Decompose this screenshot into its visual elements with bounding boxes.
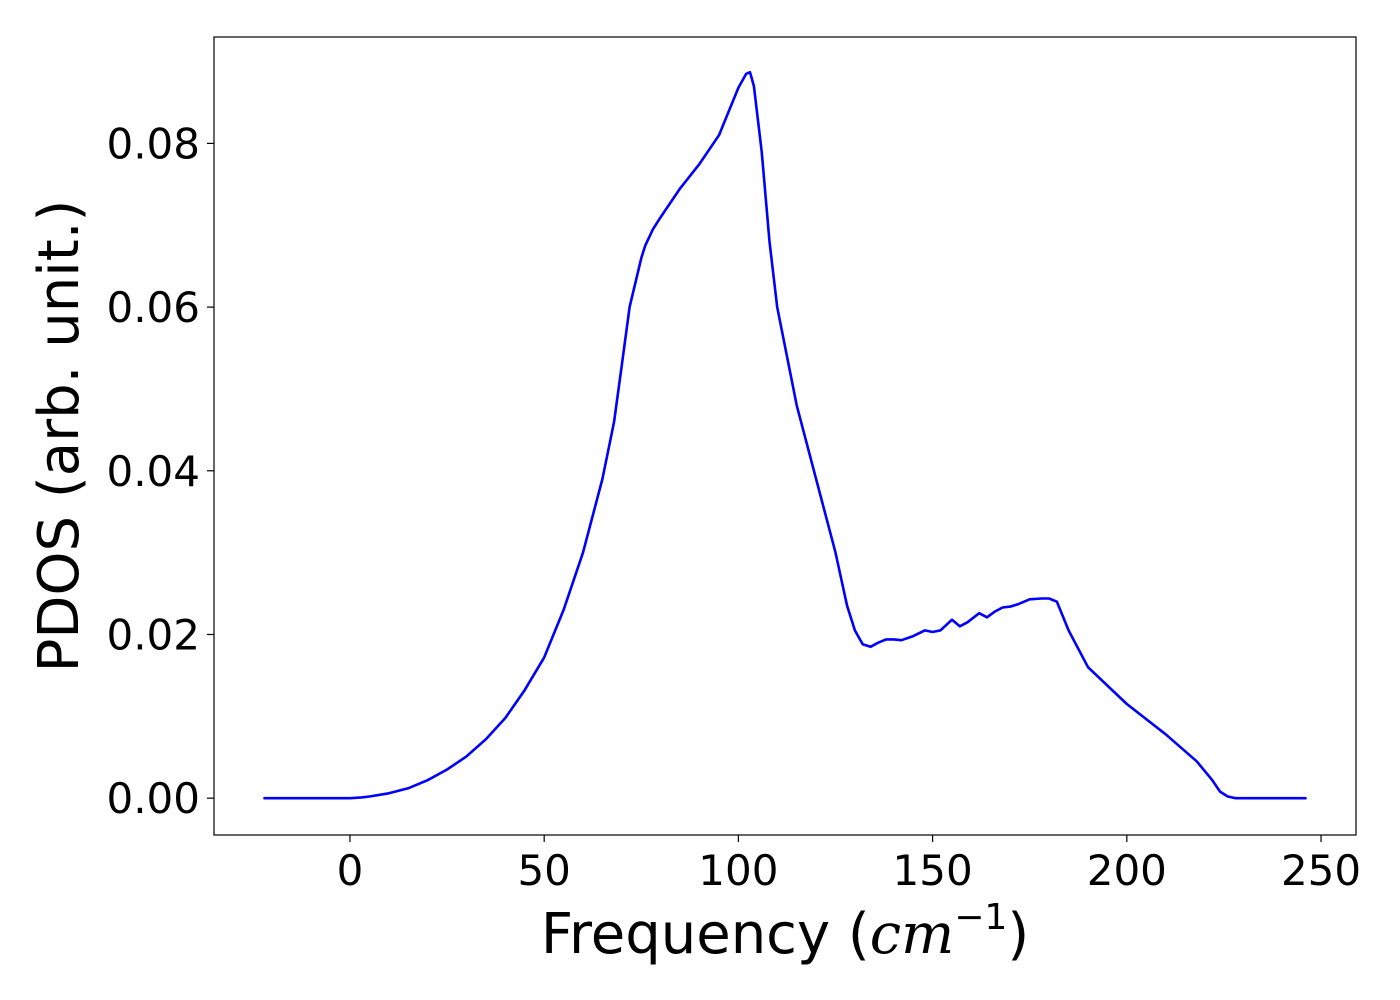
x-axis-label-prefix: Frequency ( [541, 902, 870, 967]
y-tick-label: 0.00 [106, 774, 200, 823]
series-layer [263, 70, 1307, 800]
x-axis-label-exponent: −1 [954, 897, 1007, 938]
pdos-series-line [263, 70, 1307, 800]
x-tick-label: 150 [893, 846, 973, 895]
x-tick-label: 50 [517, 846, 570, 895]
y-axis-label: PDOS (arb. unit.) [27, 200, 92, 673]
x-tick-label: 100 [698, 846, 778, 895]
y-tick-label: 0.08 [106, 119, 200, 168]
x-axis-label: Frequency (cm−1) [541, 897, 1029, 967]
x-axis-ticks: 0 50 100 150 200 250 [337, 835, 1361, 895]
y-tick-label: 0.06 [106, 283, 200, 332]
y-axis-ticks: 0.00 0.02 0.04 0.06 0.08 [106, 119, 214, 823]
x-tick-label: 200 [1087, 846, 1167, 895]
y-tick-label: 0.02 [106, 610, 200, 659]
y-tick-label: 0.04 [106, 447, 200, 496]
plot-frame [213, 36, 1357, 836]
x-tick-label: 0 [337, 846, 364, 895]
x-axis-label-suffix: ) [1007, 902, 1029, 967]
x-axis-label-unit: cm [870, 902, 954, 967]
x-tick-label: 250 [1281, 846, 1361, 895]
